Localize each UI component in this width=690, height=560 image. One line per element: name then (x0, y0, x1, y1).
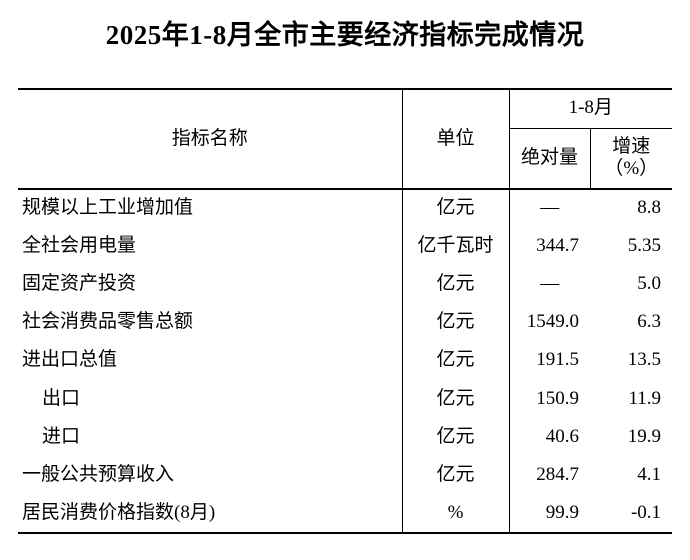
absolute-cell: 191.5 (536, 349, 579, 371)
growth-cell: 4.1 (637, 464, 662, 485)
unit-cell: 亿元 (402, 341, 510, 380)
table-row: 出口 亿元 150.9 11.9 (18, 379, 672, 419)
unit-cell: 亿元 (402, 379, 510, 419)
growth-header-label: 增速 (612, 136, 651, 158)
absolute-cell: 1549.0 (526, 311, 579, 333)
unit-cell: 亿千瓦时 (402, 227, 510, 266)
unit-cell: 亿元 (402, 418, 510, 457)
table-body: 规模以上工业增加值 亿元 — 8.8 全社会用电量 亿千瓦时 344.7 5.3… (18, 189, 672, 533)
absolute-cell: 284.7 (536, 464, 579, 485)
indicator-cell: 规模以上工业增加值 (18, 189, 403, 228)
table-row: 进口 亿元 40.6 19.9 (18, 418, 672, 457)
economic-indicators-table: 指标名称 单位 1-8月 绝对量 增速 （%） 规模以上工业增加值 亿元 — 8… (18, 88, 673, 534)
growth-cell: 5.35 (627, 234, 662, 256)
table-row: 居民消费价格指数(8月) % 99.9 -0.1 (18, 494, 672, 533)
indicator-cell: 全社会用电量 (18, 227, 403, 266)
unit-column-header: 单位 (402, 89, 510, 190)
table-row: 全社会用电量 亿千瓦时 344.7 5.35 (18, 227, 672, 266)
table-row: 社会消费品零售总额 亿元 1549.0 6.3 (18, 303, 672, 342)
period-column-header: 1-8月 (509, 89, 673, 129)
absolute-column-header: 绝对量 (509, 128, 591, 190)
table-row: 固定资产投资 亿元 — 5.0 (18, 265, 672, 304)
absolute-cell: — (540, 197, 560, 219)
table-row: 一般公共预算收入 亿元 284.7 4.1 (18, 456, 672, 495)
growth-cell: 5.0 (637, 273, 662, 295)
growth-header-unit-label: （%） (604, 158, 659, 180)
header-row-sub: 绝对量 增速 （%） (18, 128, 673, 190)
absolute-cell: — (540, 273, 560, 295)
table-header: 指标名称 单位 1-8月 绝对量 增速 （%） (18, 89, 673, 190)
indicator-cell: 进出口总值 (18, 341, 403, 380)
unit-cell: 亿元 (402, 265, 510, 304)
unit-cell: 亿元 (402, 189, 510, 228)
growth-cell: 11.9 (628, 387, 662, 409)
growth-cell: 6.3 (637, 311, 662, 333)
indicator-cell: 一般公共预算收入 (18, 456, 403, 495)
growth-cell: 8.8 (637, 197, 662, 219)
table-row: 规模以上工业增加值 亿元 — 8.8 (18, 189, 672, 228)
indicator-cell: 出口 (18, 379, 403, 419)
page-title: 2025年1-8月全市主要经济指标完成情况 (105, 20, 585, 50)
growth-cell: -0.1 (630, 501, 662, 523)
unit-cell: 亿元 (402, 456, 510, 495)
absolute-cell: 344.7 (536, 234, 579, 256)
absolute-cell: 99.9 (545, 501, 579, 523)
growth-cell: 13.5 (627, 349, 662, 371)
absolute-cell: 40.6 (545, 425, 579, 447)
indicator-cell: 固定资产投资 (18, 265, 403, 304)
header-row-top: 指标名称 单位 1-8月 (18, 89, 673, 190)
indicator-cell: 进口 (18, 418, 403, 457)
table-row: 进出口总值 亿元 191.5 13.5 (18, 341, 672, 380)
indicator-cell: 社会消费品零售总额 (18, 303, 403, 342)
absolute-cell: 150.9 (536, 387, 579, 409)
unit-cell: % (402, 494, 510, 533)
indicator-cell: 居民消费价格指数(8月) (18, 494, 403, 533)
growth-column-header: 增速 （%） (590, 128, 673, 190)
unit-cell: 亿元 (402, 303, 510, 342)
indicator-column-header: 指标名称 (18, 89, 403, 190)
growth-cell: 19.9 (627, 425, 662, 447)
